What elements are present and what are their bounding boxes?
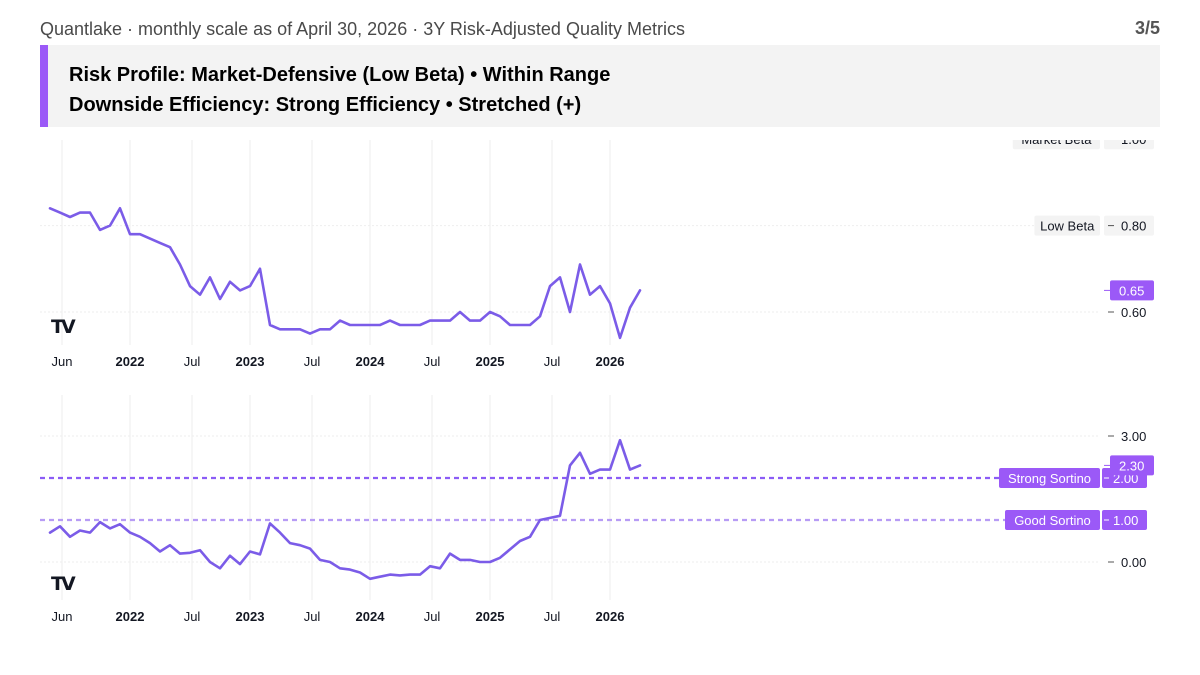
series-line [48,207,642,340]
x-tick-label-4: Jul [304,609,321,624]
beta-chart: Jun2022Jul2023Jul2024Jul2025Jul20261.201… [40,140,1154,369]
last-value-label: 0.65 [1119,283,1144,298]
ref-value-bg-1 [1104,140,1154,150]
x-tick-label-6: Jul [424,609,441,624]
page-number: 3/5 [1134,18,1160,38]
ref-value-bg-1 [1102,510,1147,530]
x-tick-label-0: Jun [52,354,73,369]
summary-panel: Risk Profile: Market-Defensive (Low Beta… [40,45,1160,127]
ref-label-0: Strong Sortino [1008,471,1091,486]
ref-label-bg-1 [1005,510,1100,530]
x-tick-label-0: Jun [52,609,73,624]
x-tick-label-4: Jul [304,354,321,369]
ref-label-2: Low Beta [1040,219,1095,234]
sortino-chart: Jun 2022 Jul 2023 Jul 2024 Jul 2025 Jul 2026 3.00 0… [40,395,1154,624]
x-tick-label-9: 2026 [596,609,625,624]
x-tick-label-8: Jul [544,354,561,369]
ref-label-bg-0 [999,468,1100,488]
y-tick-label-0: 3.00 [1121,429,1146,444]
tradingview-logo: TV [51,316,76,338]
y-tick-label-3: 0.60 [1121,305,1146,320]
x-tick-label-5: 2024 [356,354,386,369]
ref-value-label-1: 1.00 [1121,140,1146,147]
x-tick-label-1: 2022 [116,609,145,624]
ref-label-1: Good Sortino [1014,513,1091,528]
x-tick-label-8: Jul [544,609,561,624]
ref-value-label-2: 0.80 [1121,219,1146,234]
report-title: Quantlake · monthly scale as of April 30… [40,19,685,39]
ref-value-label-1: 1.00 [1113,513,1138,528]
last-value-badge [1110,280,1154,301]
ref-label-bg-2 [1034,215,1100,236]
ref-label-1: Market Beta [1021,140,1092,147]
tradingview-logo: TV [51,573,76,595]
last-value-badge [1110,455,1154,476]
x-tick-label-3: 2023 [236,609,265,624]
ref-value-bg-2 [1104,215,1154,236]
x-tick-label-3: 2023 [236,354,265,369]
last-value-label: 2.30 [1119,458,1144,473]
x-tick-label-7: 2025 [476,354,505,369]
x-tick-label-5: 2024 [356,609,386,624]
series-line [48,438,642,581]
x-tick-label-9: 2026 [596,354,625,369]
x-tick-label-7: 2025 [476,609,505,624]
x-tick-label-2: Jul [184,609,201,624]
ref-label-bg-1 [1012,140,1100,150]
downside-efficiency-summary: Downside Efficiency: Strong Efficiency •… [69,94,582,116]
x-tick-label-6: Jul [424,354,441,369]
risk-profile-summary: Risk Profile: Market-Defensive (Low Beta… [69,64,611,86]
x-tick-label-1: 2022 [116,354,145,369]
x-tick-label-2: Jul [184,354,201,369]
y-tick-label-1: 0.00 [1121,555,1146,570]
